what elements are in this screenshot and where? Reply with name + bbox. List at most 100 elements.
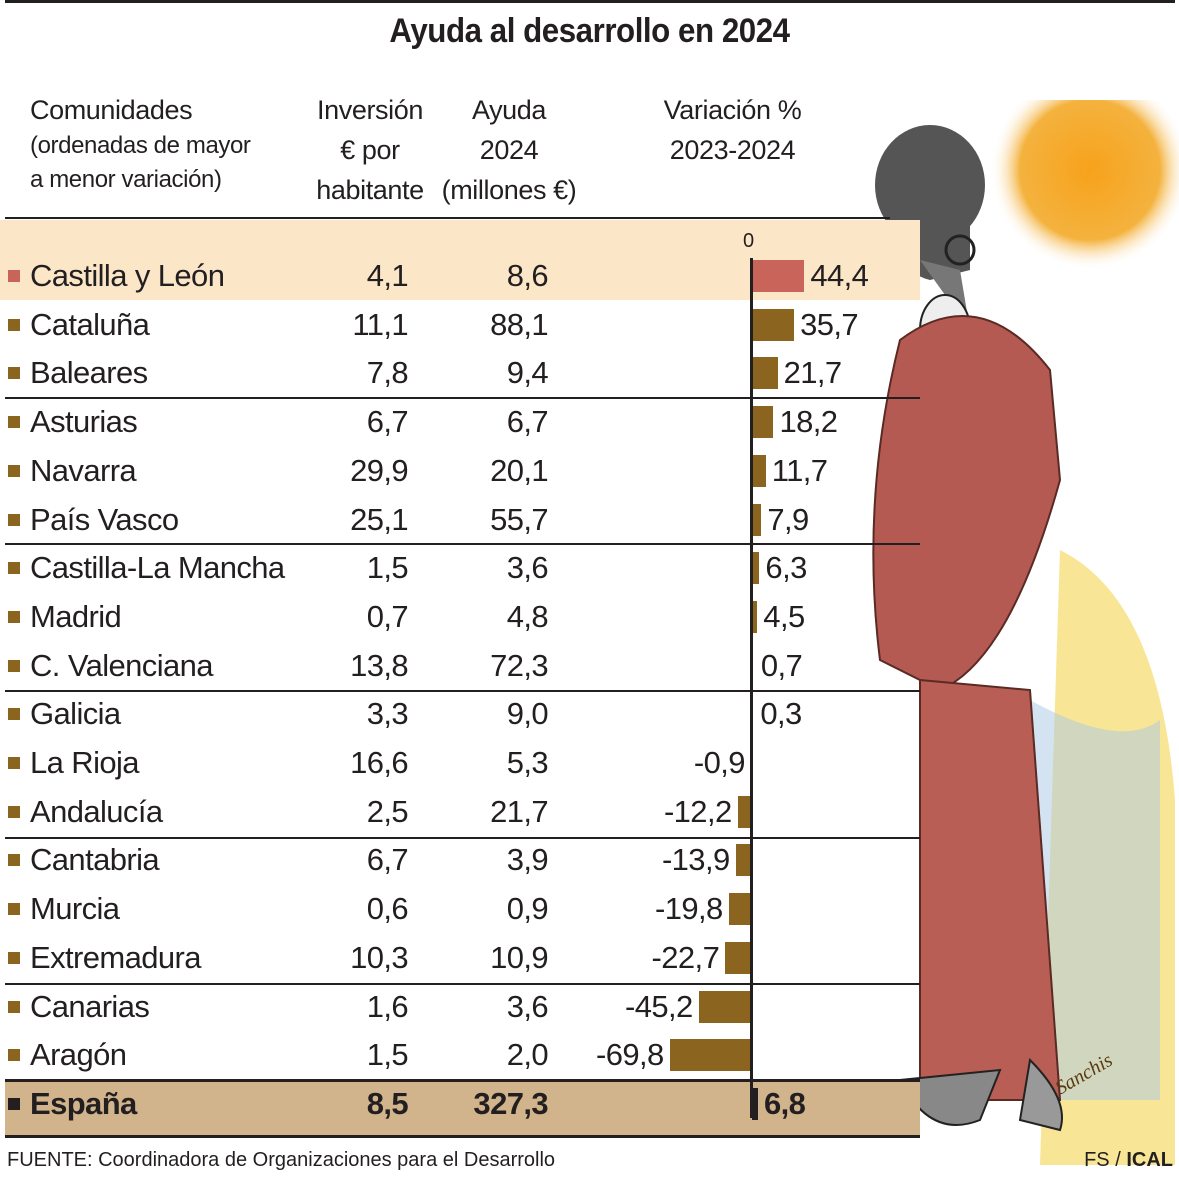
ayuda-value: 55,7 <box>490 501 549 537</box>
inversion-value: 6,7 <box>366 842 409 878</box>
table-row: Andalucía 2,5 21,7 -12,2 <box>0 788 920 836</box>
table-row: País Vasco 25,1 55,7 7,9 <box>0 496 920 544</box>
table-row: Baleares 7,8 9,4 21,7 <box>0 349 920 397</box>
group-divider <box>5 983 920 985</box>
total-rule <box>5 1135 920 1138</box>
header-ayuda-3: (millones €) <box>441 175 577 205</box>
community-name: Andalucía <box>30 793 163 829</box>
row-marker <box>8 951 20 964</box>
row-marker <box>8 854 20 867</box>
community-name: Baleares <box>30 355 148 391</box>
inversion-value: 4,1 <box>366 258 409 293</box>
row-marker <box>8 513 20 526</box>
table-row: Galicia 3,3 9,0 0,3 <box>0 690 920 738</box>
ayuda-value: 4,8 <box>506 598 549 634</box>
inversion-value: 1,5 <box>366 1037 409 1073</box>
row-marker <box>8 416 20 429</box>
community-name: País Vasco <box>30 501 179 537</box>
inversion-value: 7,8 <box>366 355 409 391</box>
table-row: Asturias 6,7 6,7 18,2 <box>0 398 920 446</box>
inversion-value: 1,5 <box>366 550 409 586</box>
variation-bar <box>752 1087 758 1120</box>
total-row-bg <box>5 1080 920 1136</box>
community-name: Extremadura <box>30 939 201 975</box>
header-ayuda: Ayuda <box>471 95 547 125</box>
table-row: Castilla y León 4,1 8,6 44,4 <box>0 252 920 300</box>
variation-label: 6,8 <box>764 1085 806 1121</box>
group-divider <box>5 837 920 839</box>
inversion-value: 1,6 <box>366 988 409 1024</box>
variation-bar <box>752 454 766 487</box>
ayuda-value: 21,7 <box>490 793 549 829</box>
ayuda-value: 2,0 <box>506 1037 549 1073</box>
table-row: Aragón 1,5 2,0 -69,8 <box>0 1031 920 1079</box>
community-name: Cataluña <box>30 306 150 342</box>
variation-label: -69,8 <box>595 1037 664 1073</box>
credit-author: FS <box>1084 1149 1110 1171</box>
row-marker <box>8 464 20 477</box>
variation-bar <box>735 844 752 877</box>
row-marker <box>8 708 20 721</box>
inversion-value: 10,3 <box>350 939 409 975</box>
row-marker <box>8 805 20 818</box>
variation-label: -0,9 <box>693 745 746 780</box>
variation-label: 35,7 <box>800 306 859 342</box>
variation-bar <box>752 406 774 439</box>
variation-label: 11,7 <box>771 452 828 488</box>
inversion-value: 0,6 <box>366 891 409 927</box>
variation-label: -12,2 <box>663 793 732 829</box>
axis-zero-label: 0 <box>743 230 755 252</box>
community-name: Galicia <box>30 696 121 732</box>
header-inversion: Inversión <box>317 95 423 125</box>
variation-bar <box>737 795 752 828</box>
variation-bar <box>728 893 752 926</box>
variation-label: 0,7 <box>760 647 803 683</box>
ayuda-value: 88,1 <box>490 306 549 342</box>
header-ayuda-2: 2024 <box>479 135 539 165</box>
row-marker <box>8 757 20 769</box>
variation-label: 21,7 <box>783 355 843 391</box>
ayuda-value: 3,9 <box>506 842 549 878</box>
community-name: Castilla-La Mancha <box>30 550 285 586</box>
community-name: La Rioja <box>30 745 140 780</box>
total-rule <box>5 1079 920 1082</box>
variation-label: -22,7 <box>651 939 720 975</box>
table-row: Murcia 0,6 0,9 -19,8 <box>0 885 920 933</box>
table-row: Navarra 29,9 20,1 11,7 <box>0 447 920 495</box>
community-name: C. Valenciana <box>30 647 214 683</box>
community-name: Madrid <box>30 598 122 634</box>
community-name: Aragón <box>30 1037 127 1073</box>
table-row: Madrid 0,7 4,8 4,5 <box>0 593 920 641</box>
variation-bar <box>669 1039 752 1072</box>
row-marker <box>8 610 20 623</box>
variation-label: -13,9 <box>661 842 730 878</box>
top-rule <box>5 0 1175 3</box>
inversion-value: 2,5 <box>366 793 409 829</box>
variation-label: 18,2 <box>779 404 838 440</box>
table-row: Cataluña 11,1 88,1 35,7 <box>0 301 920 349</box>
credit-agency: ICAL <box>1126 1149 1173 1171</box>
ayuda-value: 327,3 <box>473 1085 548 1121</box>
row-marker <box>8 1049 20 1062</box>
table-row: C. Valenciana 13,8 72,3 0,7 <box>0 642 920 690</box>
row-marker <box>8 1000 20 1013</box>
inversion-value: 0,7 <box>366 598 409 634</box>
variation-label: 7,9 <box>767 501 809 537</box>
chart-title: Ayuda al desarrollo en 2024 <box>389 12 790 50</box>
group-divider <box>5 690 920 692</box>
source-note: FUENTE: Coordinadora de Organizaciones p… <box>7 1149 556 1171</box>
variation-bar <box>752 308 795 341</box>
header-variacion-2: 2023-2024 <box>669 135 796 165</box>
variation-label: 4,5 <box>763 598 805 634</box>
variation-label: -19,8 <box>654 891 723 927</box>
community-name: Castilla y León <box>30 258 225 293</box>
variation-label: -45,2 <box>625 988 693 1024</box>
community-name: Cantabria <box>30 842 160 878</box>
total-row: España 8,5 327,3 6,8 <box>0 1080 920 1128</box>
row-marker <box>8 562 20 575</box>
inversion-value: 13,8 <box>350 647 409 683</box>
ayuda-value: 8,6 <box>506 258 549 293</box>
variation-bar <box>752 552 760 585</box>
ayuda-value: 5,3 <box>506 745 549 780</box>
